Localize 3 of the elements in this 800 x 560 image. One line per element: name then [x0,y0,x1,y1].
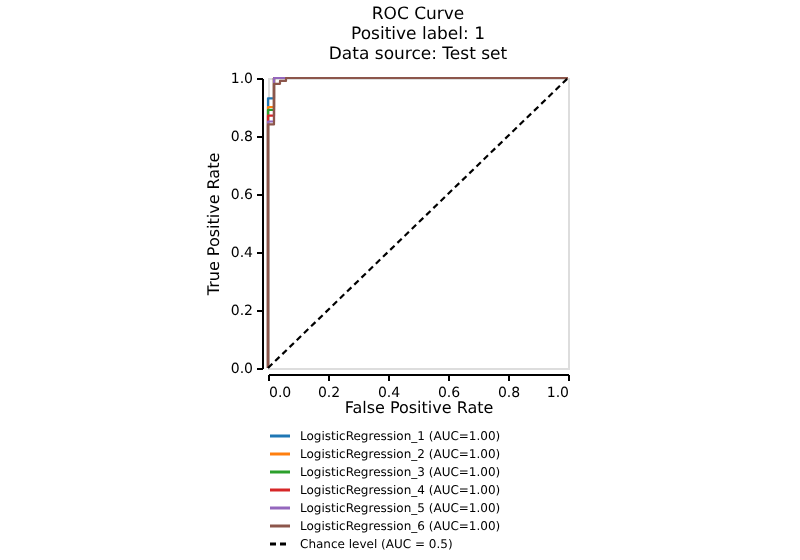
y-axis-title: True Positive Rate [204,152,223,298]
x-axis-title: False Positive Rate [344,399,494,417]
chart-title: ROC Curve Positive label: 1 Data source: Test set [328,5,509,65]
